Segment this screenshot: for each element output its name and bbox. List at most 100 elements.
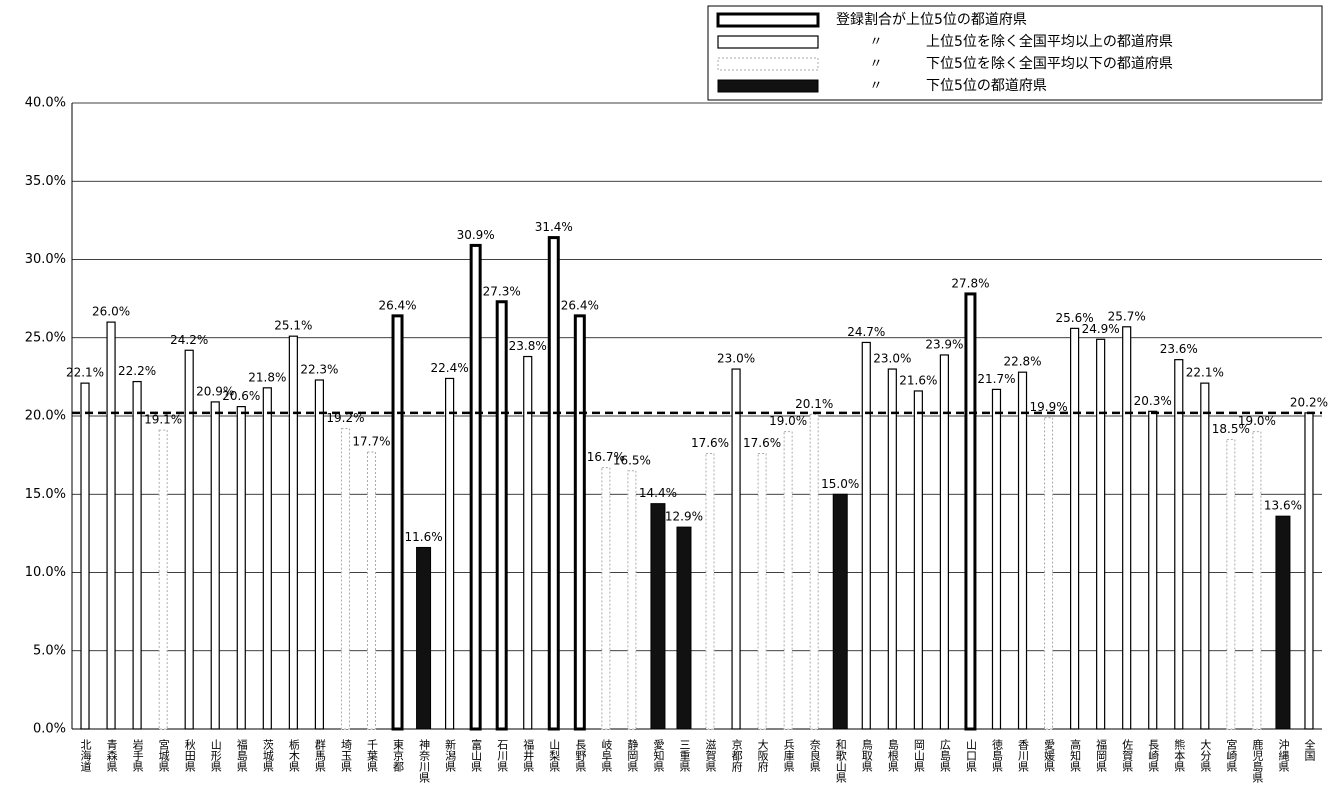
bar: [445, 377, 455, 730]
data-label: 23.9%: [925, 337, 963, 351]
x-tick-label: 奈良県: [808, 738, 821, 773]
bar: [314, 379, 324, 730]
x-tick-label: 高知県: [1069, 738, 1082, 773]
data-label: 17.7%: [352, 434, 390, 448]
bar: [601, 467, 611, 730]
data-label: 26.0%: [92, 305, 130, 319]
x-tick-label: 大阪府: [756, 738, 769, 773]
x-tick-label: 香川県: [1017, 739, 1030, 773]
data-label: 22.3%: [300, 363, 338, 377]
bar: [1275, 515, 1291, 730]
legend-text: 下位5位を除く全国平均以下の都道府県: [926, 55, 1173, 72]
x-tick-label: 長野県: [574, 739, 587, 773]
data-label: 22.8%: [1003, 355, 1041, 369]
data-label: 17.6%: [691, 436, 729, 450]
legend-mark: 〃: [869, 35, 882, 50]
data-label: 22.4%: [431, 361, 469, 375]
data-label: 21.6%: [899, 373, 937, 387]
x-tick-label: 茨城県: [261, 738, 274, 773]
x-tick-label: 愛知県: [652, 739, 665, 773]
y-tick-label: 20.0%: [25, 409, 66, 424]
data-label: 17.6%: [743, 436, 781, 450]
data-label: 24.2%: [170, 333, 208, 347]
x-tick-label: 新潟県: [444, 738, 457, 773]
x-tick-label: 群馬県: [313, 738, 326, 773]
x-tick-label: 沖縄県: [1277, 739, 1290, 773]
data-label: 19.1%: [144, 413, 182, 427]
x-tick-label: 広島県: [938, 739, 951, 773]
x-tick-label: 北海道: [79, 739, 92, 772]
x-tick-label: 佐賀県: [1121, 738, 1134, 773]
x-tick-label: 滋賀県: [704, 739, 717, 773]
bar: [1148, 410, 1158, 730]
y-tick-label: 15.0%: [25, 487, 66, 502]
x-tick-label: 岩手県: [131, 738, 144, 773]
x-tick-label: 鹿児島県: [1251, 738, 1264, 784]
data-label: 20.6%: [222, 389, 260, 403]
data-label: 26.4%: [561, 298, 599, 312]
x-tick-label: 大分県: [1199, 738, 1212, 773]
data-label: 16.5%: [613, 453, 651, 467]
x-tick-label: 熊本県: [1173, 738, 1186, 773]
x-tick-label: 山梨県: [548, 739, 561, 773]
data-label: 16.7%: [587, 450, 625, 464]
x-tick-label: 千葉県: [365, 739, 378, 773]
data-label: 13.6%: [1264, 499, 1302, 513]
data-label: 23.0%: [717, 352, 755, 366]
x-tick-label: 静岡県: [626, 738, 639, 773]
legend-swatch: [717, 35, 819, 49]
x-tick-label: 愛媛県: [1043, 739, 1056, 773]
legend-text: 上位5位を除く全国平均以上の都道府県: [926, 33, 1173, 50]
bar: [523, 355, 533, 730]
data-label: 12.9%: [665, 510, 703, 524]
data-label: 27.8%: [951, 276, 989, 290]
x-tick-label: 徳島県: [990, 739, 1003, 773]
bar: [184, 349, 194, 730]
data-label: 31.4%: [535, 220, 573, 234]
x-tick-label: 鳥取県: [860, 738, 873, 773]
data-label: 23.8%: [509, 339, 547, 353]
x-tick-label: 長崎県: [1147, 739, 1160, 773]
data-label: 20.3%: [1134, 394, 1172, 408]
data-label: 22.1%: [66, 366, 104, 380]
data-label: 21.7%: [977, 372, 1015, 386]
bar: [809, 413, 819, 730]
bar: [1070, 327, 1080, 730]
legend-text: 登録割合が上位5位の都道府県: [836, 11, 1027, 28]
bar: [861, 341, 871, 730]
y-tick-label: 40.0%: [25, 96, 66, 111]
data-label: 23.6%: [1160, 342, 1198, 356]
y-tick-label: 25.0%: [25, 330, 66, 345]
legend-swatch: [717, 57, 819, 71]
bar: [1304, 412, 1314, 730]
bar: [80, 382, 90, 730]
bar: [757, 453, 767, 730]
data-label: 11.6%: [405, 530, 443, 544]
data-label: 21.8%: [248, 370, 286, 384]
x-tick-label: 全国: [1303, 738, 1316, 762]
bar: [469, 243, 482, 731]
data-label: 20.9%: [196, 384, 234, 398]
bar: [964, 292, 977, 731]
y-tick-label: 5.0%: [33, 643, 66, 658]
bar: [288, 335, 298, 730]
data-label: 19.9%: [1030, 400, 1068, 414]
data-label: 20.1%: [795, 397, 833, 411]
bar: [262, 387, 272, 730]
x-tick-label: 福井県: [522, 738, 535, 773]
bar: [991, 388, 1002, 730]
data-label: 20.2%: [1290, 395, 1328, 409]
x-tick-label: 山形県: [209, 739, 222, 773]
data-label: 19.2%: [326, 411, 364, 425]
x-tick-label: 東京都: [392, 739, 405, 772]
bar: [832, 493, 848, 730]
legend-text: 下位5位の都道府県: [926, 78, 1047, 94]
bar: [132, 380, 142, 730]
bar: [939, 354, 949, 730]
bar: [650, 503, 666, 730]
x-tick-label: 三重県: [678, 739, 691, 773]
bar: [1044, 417, 1054, 730]
legend-swatch: [717, 79, 819, 93]
x-tick-label: 宮城県: [157, 738, 170, 773]
bar: [1174, 359, 1184, 730]
